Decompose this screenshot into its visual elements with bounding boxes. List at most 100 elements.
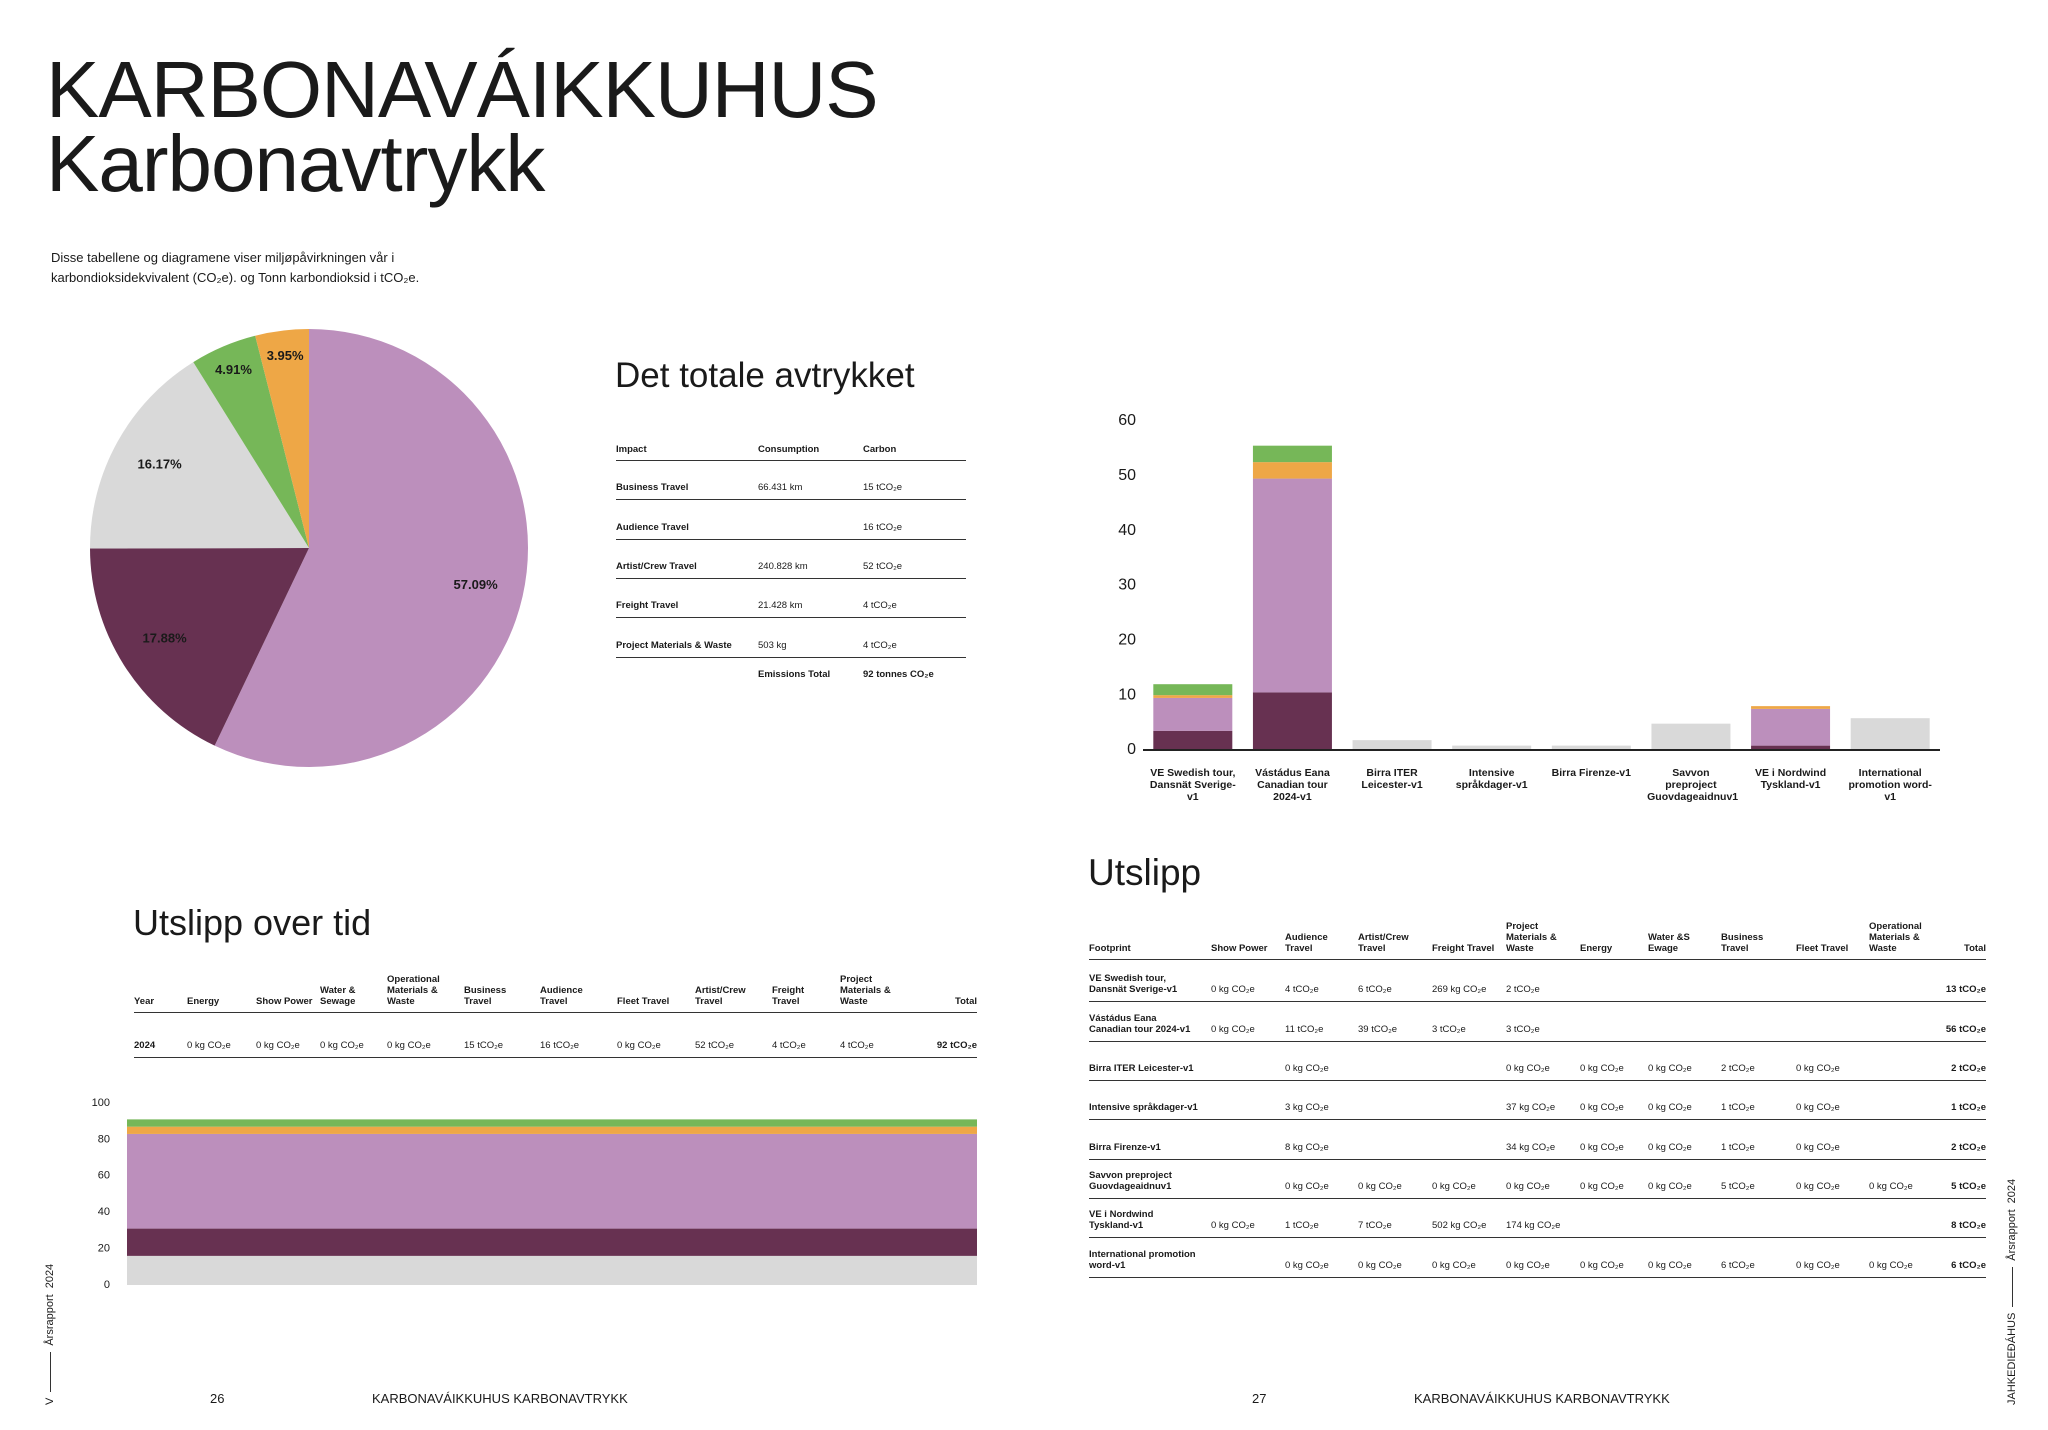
table-cell: Artist/Crew Travel [1358,932,1409,954]
table-cell: Business Travel [1721,932,1764,954]
table-cell: 7 tCO₂e [1358,1220,1392,1231]
bar-segment [1153,697,1233,731]
x-tick-label: International promotion word-v1 [1848,767,1932,803]
bar-segment [1252,478,1332,693]
table-cell: 1 tCO₂e [1285,1220,1319,1231]
table-cell: Audience Travel [616,522,689,533]
side-text: JAHKEDIEĐÁHUS [2006,1312,2018,1405]
table-cell: Carbon [863,444,897,455]
table-cell: Artist/Crew Travel [616,561,697,572]
table-cell: 0 kg CO₂e [1211,1220,1255,1231]
table-cell: 34 kg CO₂e [1506,1142,1556,1153]
pie-label: 3.95% [267,348,304,363]
table-cell: Audience Travel [1285,932,1328,954]
side-text: Årsrapport [2006,1209,2018,1261]
side-text: Årsrapport [44,1294,56,1346]
rule [1089,1159,1986,1160]
area-band [127,1255,977,1285]
table-cell: Birra Firenze-v1 [1089,1142,1161,1153]
y-tick-label: 10 [1118,686,1136,703]
y-tick-label: 50 [1118,467,1136,484]
table-cell: 3 kg CO₂e [1285,1102,1329,1113]
bar-segment [1850,718,1930,750]
table-cell: Audience Travel [540,985,583,1007]
table-cell: 0 kg CO₂e [1432,1181,1476,1192]
side-text: 2024 [44,1263,56,1289]
table-cell: Business Travel [616,482,689,493]
running-title: KARBONAVÁIKKUHUS KARBONAVTRYKK [372,1391,628,1406]
bar-segment [1751,745,1831,750]
table-cell: 0 kg CO₂e [1648,1102,1692,1113]
table-cell: Water & Sewage [320,985,356,1007]
side-text: 2024 [2006,1178,2018,1204]
table-cell: 0 kg CO₂e [1648,1142,1692,1153]
table-cell: Intensive språkdager-v1 [1089,1102,1198,1113]
pie-slice [255,329,309,548]
table-cell: 92 tonnes CO₂e [863,669,934,680]
x-tick-label: Birra ITER Leicester-v1 [1361,767,1423,791]
x-tick-label: Birra Firenze-v1 [1551,767,1631,779]
table-cell: 0 kg CO₂e [1648,1260,1692,1271]
table-cell: Artist/Crew Travel [695,985,746,1007]
table-cell: 2 tCO₂e [1721,1063,1755,1074]
table-cell: 2 tCO₂e [1951,1142,1986,1153]
table-cell: 0 kg CO₂e [1285,1181,1329,1192]
table-cell: 0 kg CO₂e [1796,1102,1840,1113]
table-cell: 92 tCO₂e [936,1040,977,1051]
table-cell: 0 kg CO₂e [1796,1142,1840,1153]
bar-segment [1252,445,1332,463]
table-cell: 2 tCO₂e [1951,1063,1986,1074]
table-cell: Fleet Travel [1796,943,1849,954]
rule [1089,1277,1986,1278]
table-cell: 0 kg CO₂e [1432,1260,1476,1271]
table-cell: 21.428 km [758,600,803,611]
table-cell: 0 kg CO₂e [1211,1024,1255,1035]
table-cell: 2 tCO₂e [1506,984,1540,995]
y-tick-label: 60 [98,1170,110,1182]
rule [134,1057,977,1058]
table-cell: 6 tCO₂e [1721,1260,1755,1271]
table-cell: Impact [616,444,647,455]
rule [1089,1080,1986,1081]
rule [1089,1237,1986,1238]
table-cell: 2024 [134,1040,156,1051]
y-tick-label: 80 [98,1133,110,1145]
rule [616,578,966,579]
table-cell: International promotion word-v1 [1089,1249,1196,1271]
table-cell: 502 kg CO₂e [1432,1220,1487,1231]
table-cell: Show Power [1211,943,1268,954]
table-cell: VE Swedish tour, Dansnät Sverige-v1 [1089,973,1178,995]
table-cell: Project Materials & Waste [1506,921,1557,954]
table-cell: Birra ITER Leicester-v1 [1089,1063,1194,1074]
x-tick-label: Vástádus Eana Canadian tour 2024-v1 [1255,767,1330,803]
rule [616,617,966,618]
side-label: JAHKEDIEĐÁHUS Årsrapport 2024 [2006,1179,2018,1405]
pie-slice [90,548,309,746]
side-label: V Årsrapport 2024 [44,1264,56,1405]
table-cell: Year [134,996,155,1007]
table-cell: 37 kg CO₂e [1506,1102,1556,1113]
side-dash [2011,1266,2013,1307]
table-cell: Project Materials & Waste [840,974,891,1007]
bar-segment [1551,745,1631,750]
rule [1089,959,1986,960]
table-cell: 0 kg CO₂e [1285,1260,1329,1271]
table-cell: 240.828 km [758,561,808,572]
table-cell: Consumption [758,444,820,455]
table-cell: 5 tCO₂e [1951,1181,1986,1192]
table-cell: Freight Travel [772,985,805,1007]
x-tick-label: Savvon preproject Guovdageaidnuv1 [1647,767,1739,803]
table-cell: Energy [187,996,220,1007]
pie-slice [90,362,309,549]
pie-label: 16.17% [138,457,183,472]
x-tick-label: Intensive språkdager-v1 [1455,767,1528,791]
table-cell: Energy [1580,943,1613,954]
pie-label: 17.88% [143,631,188,646]
rule [1089,1001,1986,1002]
bar-segment [1153,684,1233,696]
rule [616,499,966,500]
table-cell: 1 tCO₂e [1721,1102,1755,1113]
table-cell: 0 kg CO₂e [1580,1063,1624,1074]
table-cell: 4 tCO₂e [840,1040,874,1051]
table-cell: Vástádus Eana Canadian tour 2024-v1 [1089,1013,1191,1035]
